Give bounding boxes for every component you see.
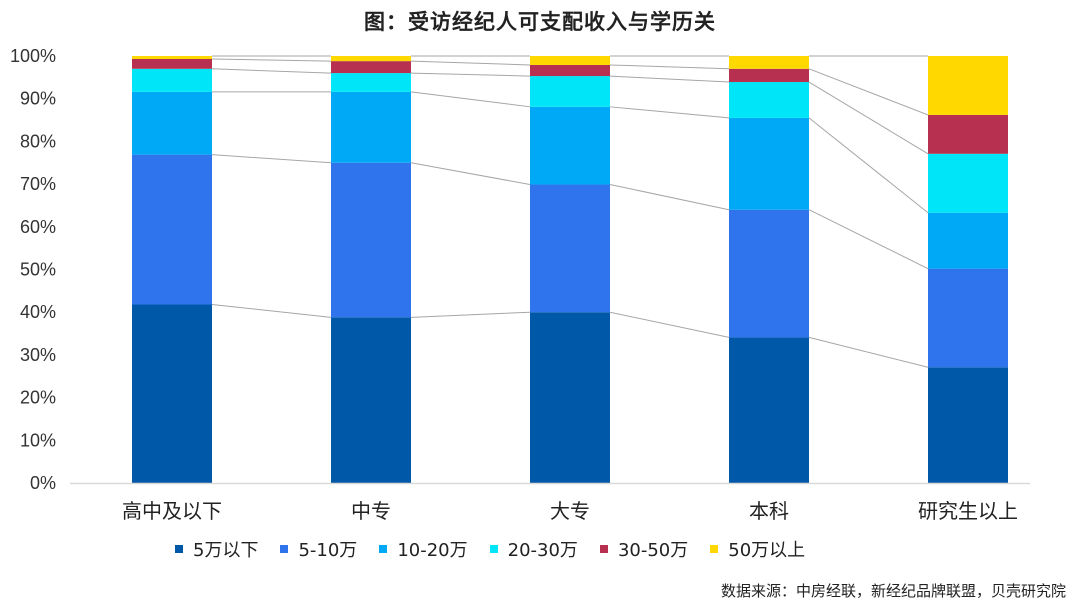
- chart-legend: 5万以下 5-10万 10-20万 20-30万 30-50万 50万以上: [175, 536, 827, 562]
- series-line: [211, 58, 332, 62]
- series-line: [609, 106, 730, 119]
- legend-item: 50万以上: [710, 536, 805, 562]
- bar-4: [928, 56, 1008, 483]
- bar-segment: [530, 56, 610, 65]
- bar-segment: [729, 117, 809, 210]
- y-tick-label: 0%: [30, 473, 56, 493]
- series-line: [808, 209, 929, 270]
- legend-item: 20-30万: [489, 536, 578, 562]
- legend-item: 30-50万: [599, 536, 689, 562]
- y-tick-label: 10%: [20, 430, 56, 450]
- chart-title: 图：受访经纪人可支配收入与学历关: [364, 10, 716, 34]
- bar-segment: [331, 162, 411, 318]
- bar-segment: [331, 73, 411, 92]
- legend-label: 50万以上: [728, 540, 806, 561]
- series-line: [808, 117, 929, 214]
- bar-segment: [132, 56, 212, 59]
- series-line: [410, 72, 531, 77]
- bar-segment: [331, 91, 411, 163]
- bar-segment: [530, 106, 610, 185]
- x-tick-label: 中专: [351, 499, 391, 523]
- legend-swatch-icon: [489, 545, 498, 553]
- series-line: [410, 162, 531, 186]
- bar-segment: [729, 56, 809, 69]
- bar-segment: [132, 154, 212, 305]
- y-tick-label: 70%: [20, 174, 56, 194]
- x-tick-label: 高中及以下: [122, 499, 222, 523]
- bar-segment: [331, 56, 411, 62]
- x-tick-label: 大专: [550, 499, 590, 523]
- bar-segment: [928, 268, 1008, 368]
- y-tick-label: 90%: [20, 89, 56, 109]
- bar-segment: [331, 317, 411, 483]
- bar-segment: [530, 76, 610, 107]
- bar-segment: [928, 114, 1008, 154]
- legend-label: 20-30万: [507, 540, 578, 561]
- y-tick-label: 80%: [20, 131, 56, 151]
- bar-segment: [729, 209, 809, 338]
- legend-label: 10-20万: [397, 540, 468, 561]
- legend-label: 30-50万: [617, 540, 689, 561]
- bar-segment: [530, 64, 610, 77]
- legend-label: 5万以下: [193, 540, 259, 561]
- bar-segment: [928, 212, 1008, 269]
- y-tick-label: 60%: [20, 217, 56, 237]
- bar-segment: [928, 153, 1008, 213]
- legend-swatch-icon: [710, 545, 719, 553]
- series-line: [211, 68, 332, 74]
- legend-item: 10-20万: [379, 536, 468, 562]
- x-tick-label: 本科: [749, 499, 789, 523]
- bar-2: [530, 56, 610, 483]
- bar-segment: [928, 367, 1008, 483]
- bar-segment: [928, 56, 1008, 115]
- series-line: [211, 154, 332, 164]
- bar-segment: [132, 58, 212, 69]
- series-line: [808, 336, 929, 368]
- series-line: [609, 184, 730, 211]
- y-tick-label: 100%: [10, 46, 56, 66]
- series-line: [410, 311, 531, 318]
- legend-item: 5万以下: [175, 536, 258, 562]
- legend-label: 5-10万: [298, 540, 358, 561]
- series-line: [609, 311, 730, 338]
- series-line: [808, 81, 929, 155]
- series-line: [410, 60, 531, 66]
- series-line: [609, 64, 730, 70]
- bar-segment: [331, 61, 411, 74]
- bar-segment: [530, 184, 610, 313]
- series-line: [211, 304, 332, 318]
- bar-segment: [132, 91, 212, 155]
- legend-swatch-icon: [175, 545, 183, 553]
- series-line: [808, 68, 929, 116]
- y-tick-label: 20%: [20, 388, 56, 408]
- y-tick-label: 50%: [20, 260, 56, 280]
- y-tick-label: 40%: [20, 302, 56, 322]
- x-tick-label: 研究生以上: [918, 499, 1018, 523]
- bar-segment: [729, 68, 809, 83]
- bar-segment: [132, 304, 212, 483]
- series-line: [410, 91, 531, 108]
- legend-swatch-icon: [379, 545, 388, 553]
- legend-item: 5-10万: [280, 536, 357, 562]
- bar-segment: [729, 82, 809, 118]
- data-source-note: 数据来源：中房经联，新经纪品牌联盟，贝壳研究院: [720, 582, 1066, 600]
- legend-swatch-icon: [280, 545, 289, 553]
- bar-segment: [530, 312, 610, 483]
- bar-segment: [729, 337, 809, 483]
- bar-segment: [132, 68, 212, 92]
- y-tick-label: 30%: [20, 345, 56, 365]
- bar-1: [331, 56, 411, 483]
- bar-3: [729, 56, 809, 483]
- series-line: [609, 75, 730, 83]
- bar-0: [132, 56, 212, 483]
- legend-swatch-icon: [599, 545, 608, 553]
